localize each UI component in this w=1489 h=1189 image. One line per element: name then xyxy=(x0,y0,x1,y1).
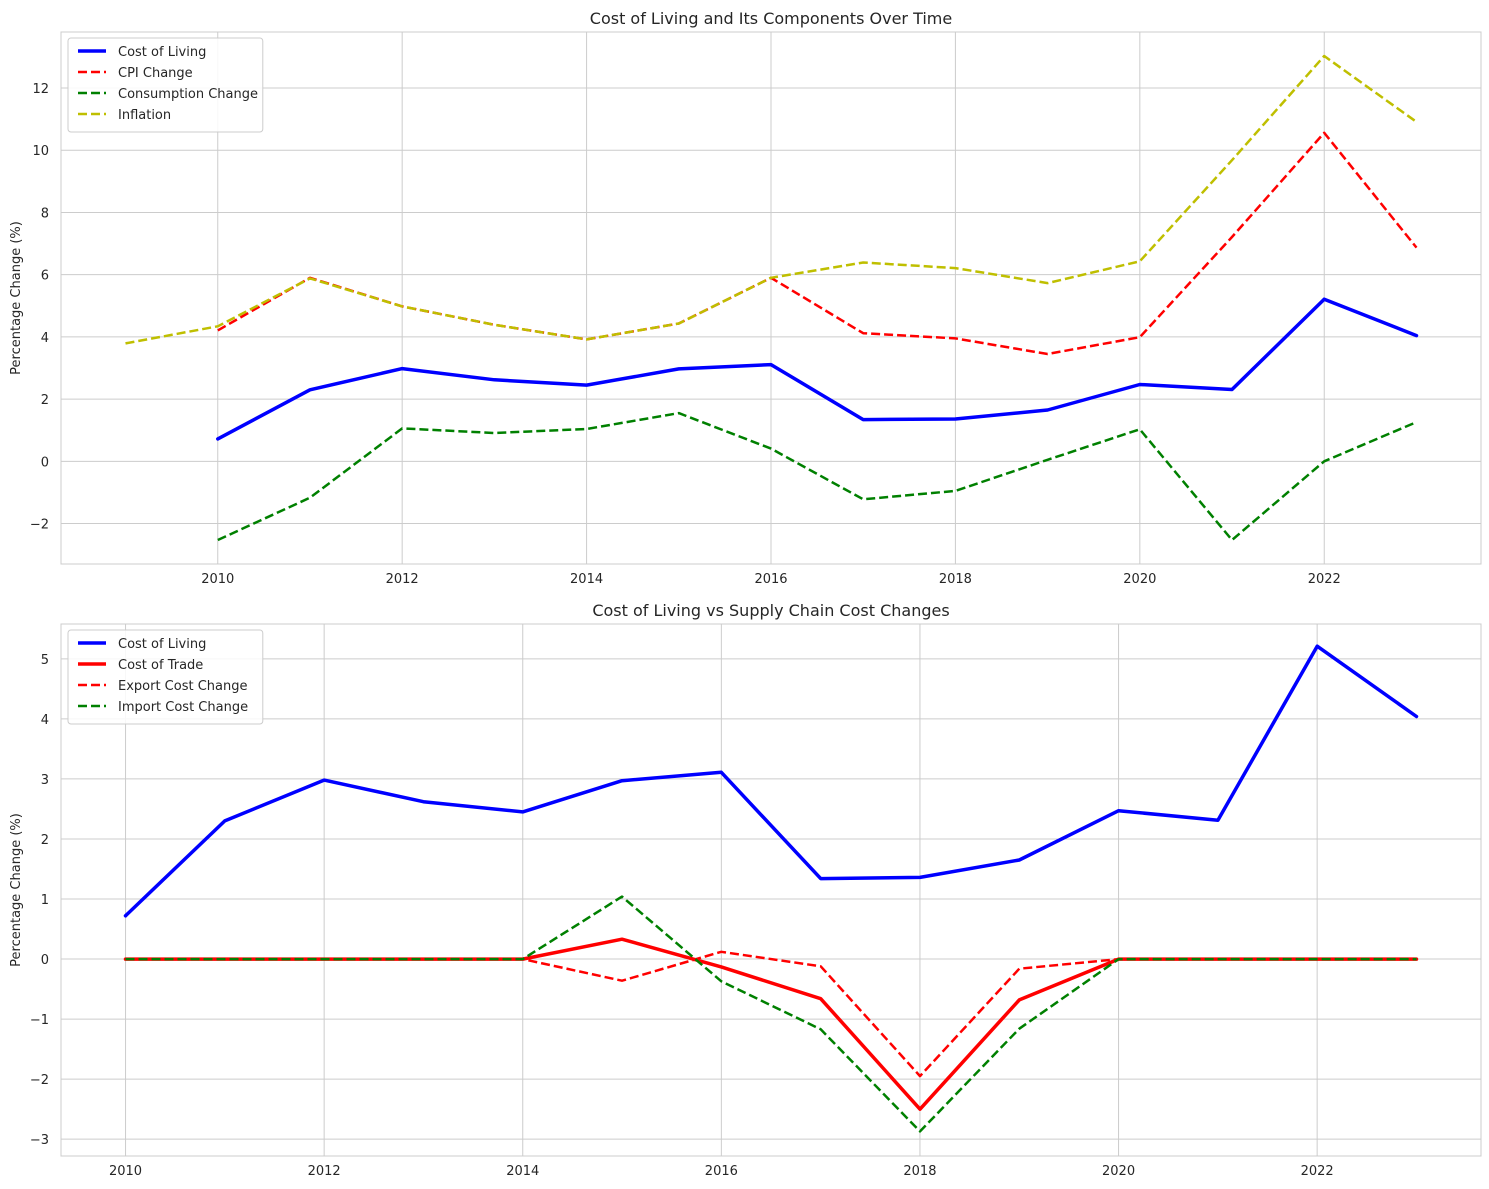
series-line-import-cost-change xyxy=(125,895,1417,1133)
series-line-consumption-change xyxy=(217,411,1417,542)
y-tick-label: −1 xyxy=(30,1013,49,1028)
x-tick-label: 2010 xyxy=(109,1164,142,1179)
y-tick-label: −2 xyxy=(30,518,49,533)
legend: Cost of Living CPI Change Consumption Chan… xyxy=(67,37,264,133)
y-axis-label: Percentage Change (%) xyxy=(9,221,24,375)
plot-area xyxy=(60,623,1482,1157)
legend-label: Import Cost Change xyxy=(118,700,248,715)
x-tick-label: 2018 xyxy=(939,572,972,587)
y-tick-label: 2 xyxy=(41,393,49,408)
legend-label: Inflation xyxy=(118,108,171,123)
x-tick-label: 2022 xyxy=(1301,1164,1334,1179)
y-tick-label: 10 xyxy=(32,144,49,159)
x-tick-label: 2018 xyxy=(903,1164,936,1179)
y-axis-label: Percentage Change (%) xyxy=(9,813,24,967)
y-tick-label: 6 xyxy=(41,269,49,284)
legend-label: Consumption Change xyxy=(118,87,258,102)
legend-label: CPI Change xyxy=(118,66,193,81)
y-tick-label: 5 xyxy=(41,653,49,668)
x-tick-label: 2012 xyxy=(386,572,419,587)
y-tick-label: 1 xyxy=(41,893,49,908)
chart-title: Cost of Living and Its Components Over T… xyxy=(590,9,952,28)
chart-panel-2: 2010 2012 2014 2016 2018 2020 2022 −3 −2 −1 0 1 2 3 4 5… xyxy=(9,601,1482,1179)
series-line-cost-of-living xyxy=(216,297,1419,441)
x-tick-label: 2022 xyxy=(1308,572,1341,587)
x-tick-label: 2014 xyxy=(570,572,603,587)
x-tick-label: 2016 xyxy=(754,572,787,587)
x-tick-label: 2020 xyxy=(1123,572,1156,587)
legend-frame xyxy=(67,629,264,725)
y-tick-label: 4 xyxy=(41,331,49,346)
legend-label: Cost of Living xyxy=(118,637,206,652)
x-tick-label: 2020 xyxy=(1102,1164,1135,1179)
legend-label: Export Cost Change xyxy=(118,679,248,694)
series-line-inflation xyxy=(125,54,1418,345)
y-tick-label: 2 xyxy=(41,833,49,848)
chart-panel-1: 2010 2012 2014 2016 2018 2020 2022 −2 0 2 4 6 8 10 12 C… xyxy=(9,9,1482,587)
series-line-cpi-change xyxy=(217,131,1418,356)
y-tick-label: −2 xyxy=(30,1073,49,1088)
y-tick-label: 0 xyxy=(41,455,49,470)
x-tick-label: 2014 xyxy=(506,1164,539,1179)
y-tick-label: −3 xyxy=(30,1133,49,1148)
series-line-cost-of-living xyxy=(123,644,1419,918)
x-tick-label: 2016 xyxy=(705,1164,738,1179)
y-tick-label: 8 xyxy=(41,206,49,221)
y-tick-label: 0 xyxy=(41,953,49,968)
x-tick-label: 2010 xyxy=(201,572,234,587)
legend-frame xyxy=(67,37,264,133)
legend-label: Cost of Trade xyxy=(118,658,203,673)
y-tick-label: 4 xyxy=(41,713,49,728)
legend-label: Cost of Living xyxy=(118,45,206,60)
legend: Cost of Living Cost of Trade Export Cost C… xyxy=(67,629,264,725)
chart-title: Cost of Living vs Supply Chain Cost Chan… xyxy=(592,601,949,620)
x-tick-label: 2012 xyxy=(308,1164,341,1179)
y-tick-label: 3 xyxy=(41,773,49,788)
y-tick-label: 12 xyxy=(32,82,49,97)
